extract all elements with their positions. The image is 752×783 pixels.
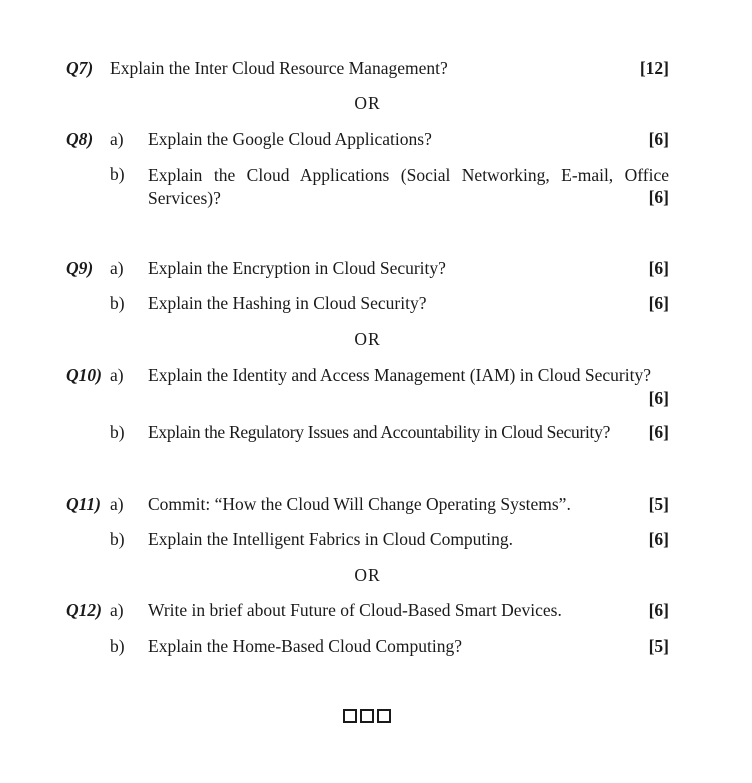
question-marks: [12] [639, 58, 669, 78]
question-text: Explain the Intelligent Fabrics in Cloud… [148, 529, 514, 549]
subpart-label: a) [110, 494, 124, 514]
question-text: Write in brief about Future of Cloud-Bas… [148, 600, 562, 620]
question-marks: [5] [648, 636, 669, 656]
subpart-label: a) [110, 365, 124, 385]
question-marks: [6] [648, 129, 669, 149]
subpart-label: a) [110, 129, 124, 149]
question-text: Explain the Home-Based Cloud Computing? [148, 636, 462, 656]
or-separator: OR [354, 93, 381, 113]
question-number: Q8) [66, 129, 94, 149]
question-marks: [6] [648, 258, 669, 278]
subpart-label: b) [110, 636, 125, 656]
question-text: Explain the Google Cloud Applications? [148, 129, 432, 149]
subpart-label: b) [110, 293, 125, 313]
question-text: Commit: “How the Cloud Will Change Opera… [148, 494, 571, 514]
question-number: Q10) [66, 365, 102, 385]
question-number: Q7) [66, 58, 94, 78]
subpart-label: b) [110, 164, 125, 184]
end-of-paper-marker [343, 709, 391, 723]
question-text: Explain the Inter Cloud Resource Managem… [110, 58, 448, 78]
or-separator: OR [354, 565, 381, 585]
question-text: Explain the Regulatory Issues and Accoun… [148, 422, 611, 442]
question-text: Explain the Cloud Applications (Social N… [148, 165, 669, 208]
subpart-label: b) [110, 529, 125, 549]
subpart-label: b) [110, 422, 125, 442]
subpart-label: a) [110, 258, 124, 278]
question-text: Explain the Encryption in Cloud Security… [148, 258, 446, 278]
or-separator: OR [354, 329, 381, 349]
square-icon [377, 709, 391, 723]
question-marks: [5] [648, 494, 669, 514]
question-number: Q11) [66, 494, 101, 514]
question-marks: [6] [648, 600, 669, 620]
question-marks: [6] [648, 529, 669, 549]
question-marks: [6] [648, 388, 669, 408]
subpart-label: a) [110, 600, 124, 620]
square-icon [360, 709, 374, 723]
question-marks: [6] [648, 293, 669, 313]
question-number: Q12) [66, 600, 102, 620]
question-text: Explain the Hashing in Cloud Security? [148, 293, 427, 313]
question-marks: [6] [648, 187, 669, 207]
square-icon [343, 709, 357, 723]
question-marks: [6] [648, 422, 669, 442]
question-text: Explain the Identity and Access Manageme… [148, 365, 651, 385]
question-number: Q9) [66, 258, 94, 278]
